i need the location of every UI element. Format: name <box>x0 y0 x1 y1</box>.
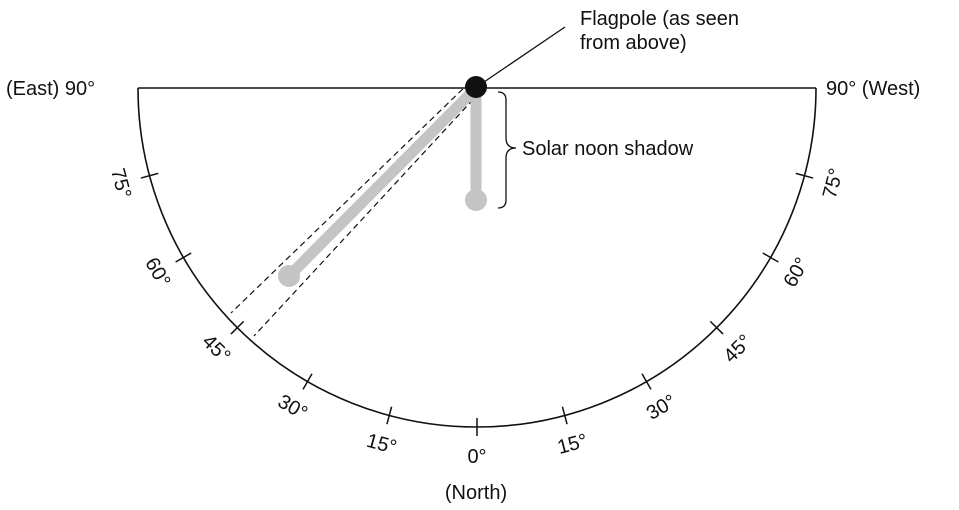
morning-shadow-tip <box>278 265 300 287</box>
tick-left-60-mark <box>175 252 192 263</box>
tick-bottom-0-label: 0° <box>467 446 486 468</box>
tick-left-15-mark <box>386 406 393 425</box>
flagpole-label-line1: Flagpole (as seen <box>580 8 739 30</box>
tick-right-30-mark <box>641 373 652 390</box>
solar-noon-label: Solar noon shadow <box>522 138 694 160</box>
morning-shadow <box>283 82 482 282</box>
tick-left-75-mark <box>140 172 159 179</box>
shadow-guide-dashed-upper <box>230 81 471 314</box>
tick-left-30-label: 30° <box>274 390 311 424</box>
tick-left-30-mark <box>302 373 313 390</box>
degree-ticks: 75° 60° 45° 30° 15° 0° 15° 30° 45° 60° 75° <box>106 166 848 468</box>
north-label: (North) <box>445 482 507 504</box>
tick-right-15-label: 15° <box>555 430 590 459</box>
flagpole-dot <box>465 76 487 98</box>
tick-right-30-label: 30° <box>643 390 680 424</box>
tick-right-60-mark <box>762 252 779 263</box>
tick-right-60-label: 60° <box>779 254 813 291</box>
solar-noon-brace <box>497 91 517 209</box>
tick-left-75-label: 75° <box>106 166 135 201</box>
solar-noon-shadow-tip <box>465 189 487 211</box>
tick-left-60-label: 60° <box>140 254 174 291</box>
flagpole-leader-line <box>483 26 566 83</box>
tick-left-45-mark <box>230 320 245 335</box>
tick-left-15-label: 15° <box>364 430 399 459</box>
tick-right-45-mark <box>709 320 724 335</box>
tick-right-15-mark <box>561 406 568 425</box>
flagpole-label-line2: from above) <box>580 32 687 54</box>
shadow-guide-dashed-lower <box>253 91 481 337</box>
tick-right-75-label: 75° <box>819 166 848 201</box>
east-label: (East) 90° <box>6 78 95 100</box>
tick-left-45-label: 45° <box>198 330 235 367</box>
tick-right-45-label: 45° <box>719 330 756 367</box>
tick-right-75-mark <box>795 172 814 179</box>
west-label: 90° (West) <box>826 78 920 100</box>
